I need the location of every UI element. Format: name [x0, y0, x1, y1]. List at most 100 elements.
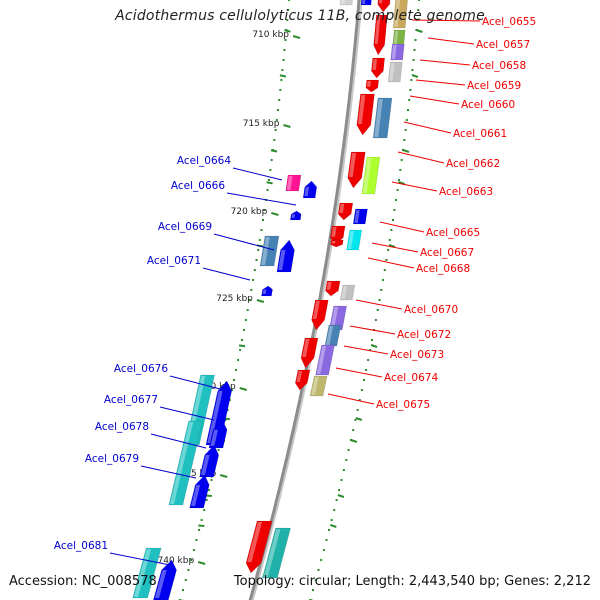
kbp-tick-label: 715 kbp [243, 119, 280, 129]
inner-ring-dot [283, 49, 286, 51]
outer-ring-dot [347, 449, 350, 451]
forward-gene-label: Acel_0666 [171, 180, 225, 192]
forward-gene-glyph [205, 380, 233, 446]
outer-ring-dot [358, 399, 361, 401]
outer-ring-dot [404, 129, 407, 131]
minor-tick [398, 181, 405, 185]
reverse-gene-glyph [328, 305, 348, 331]
minor-tick [330, 524, 337, 528]
inner-ring-dot [280, 79, 283, 81]
inner-ring-dot [184, 579, 187, 581]
inner-ring-dot [246, 309, 249, 311]
reverse-gene-label: Acel_0657 [476, 39, 530, 51]
inner-ring-dot [278, 99, 281, 101]
inner-ring-dot [275, 119, 278, 121]
genome-summary-text: Topology: circular; Length: 2,443,540 bp… [233, 574, 591, 589]
forward-gene-label: Acel_0681 [54, 540, 108, 552]
reverse-gene-glyph [390, 43, 405, 61]
outer-ring-dot [411, 69, 414, 71]
outer-ring-dot [345, 459, 348, 461]
reverse-leader-line [397, 151, 445, 164]
kbp-tick-label: 730 kbp [199, 382, 236, 392]
outer-ring-dot [405, 119, 408, 121]
minor-tick [355, 417, 363, 421]
outer-ring-dot [408, 99, 411, 101]
outer-ring-dot [403, 139, 406, 141]
inner-ring-dot [277, 109, 279, 111]
minor-tick [388, 244, 396, 248]
outer-ring-dot [340, 479, 343, 481]
outer-ring-dot [399, 169, 402, 171]
inner-ring-dot [281, 69, 284, 71]
reverse-gene-label: Acel_0665 [426, 227, 480, 239]
outer-ring-dot [354, 419, 357, 421]
map-title: Acidothermus cellulolyticus 11B, complet… [115, 8, 485, 24]
outer-ring-dot [314, 579, 317, 581]
reverse-gene-glyph [309, 375, 328, 397]
reverse-gene-label: Acel_0675 [376, 399, 430, 411]
outer-ring-dot [383, 269, 386, 271]
minor-tick [279, 74, 287, 78]
forward-gene-glyph [339, 0, 354, 6]
reverse-leader-line [379, 221, 425, 233]
inner-ring-dot [226, 409, 229, 411]
reverse-gene-glyph [373, 14, 388, 56]
reverse-gene-label: Acel_0655 [482, 16, 536, 28]
inner-ring-dot [266, 189, 269, 191]
forward-leader-line [202, 267, 251, 281]
forward-gene-label: Acel_0664 [177, 155, 231, 167]
inner-ring-dot [287, 9, 290, 11]
forward-leader-line [109, 552, 171, 566]
inner-ring-dot [192, 549, 195, 551]
reverse-gene-label: Acel_0662 [446, 158, 500, 170]
forward-leader-line [140, 465, 197, 479]
reverse-gene-glyph [352, 208, 368, 225]
forward-leader-line [232, 167, 283, 181]
outer-ring-dot [417, 9, 420, 11]
outer-ring-dot [374, 319, 377, 321]
forward-gene-glyph [152, 559, 177, 600]
forward-gene-glyph [189, 474, 210, 509]
inner-ring-dot [217, 449, 220, 451]
inner-ring-dot [274, 129, 277, 131]
inner-ring-dot [255, 259, 258, 261]
kbp-tick [256, 299, 265, 303]
reverse-gene-glyph [371, 57, 386, 79]
outer-ring-dot [396, 189, 399, 191]
outer-ring-dot [388, 239, 391, 241]
minor-tick [402, 149, 410, 153]
forward-gene-glyph [302, 180, 318, 199]
inner-ring-dot [252, 279, 255, 281]
minor-tick [416, 29, 423, 33]
outer-ring-dot [418, 0, 420, 1]
inner-ring-dot [286, 19, 289, 21]
reverse-gene-glyph [361, 156, 381, 195]
minor-tick [350, 439, 358, 443]
forward-gene-glyph [276, 239, 295, 273]
inner-ring-dot [200, 519, 203, 521]
inner-ring-dot [262, 219, 264, 221]
inner-ring-dot [284, 39, 287, 41]
inner-ring-dot [198, 529, 201, 531]
kbp-tick [283, 124, 291, 128]
kbp-tick-label: 740 kbp [158, 556, 195, 566]
reverse-leader-line [371, 242, 419, 253]
kbp-tick-label: 710 kbp [252, 30, 289, 40]
forward-gene-glyph [208, 419, 228, 449]
reverse-gene-glyph [300, 337, 319, 369]
forward-gene-label: Acel_0676 [114, 363, 168, 375]
inner-ring-dot [250, 289, 253, 291]
outer-ring-dot [376, 309, 379, 311]
forward-gene-glyph [168, 420, 203, 506]
outer-ring-dot [378, 299, 381, 301]
inner-ring-dot [269, 169, 272, 171]
reverse-gene-glyph [337, 202, 354, 221]
inner-ring-dot [241, 339, 243, 341]
outer-ring-dot [328, 529, 331, 531]
reverse-leader-line [367, 257, 415, 269]
reverse-gene-glyph [245, 520, 273, 574]
inner-ring-dot [228, 399, 231, 401]
outer-ring-dot [363, 379, 365, 381]
